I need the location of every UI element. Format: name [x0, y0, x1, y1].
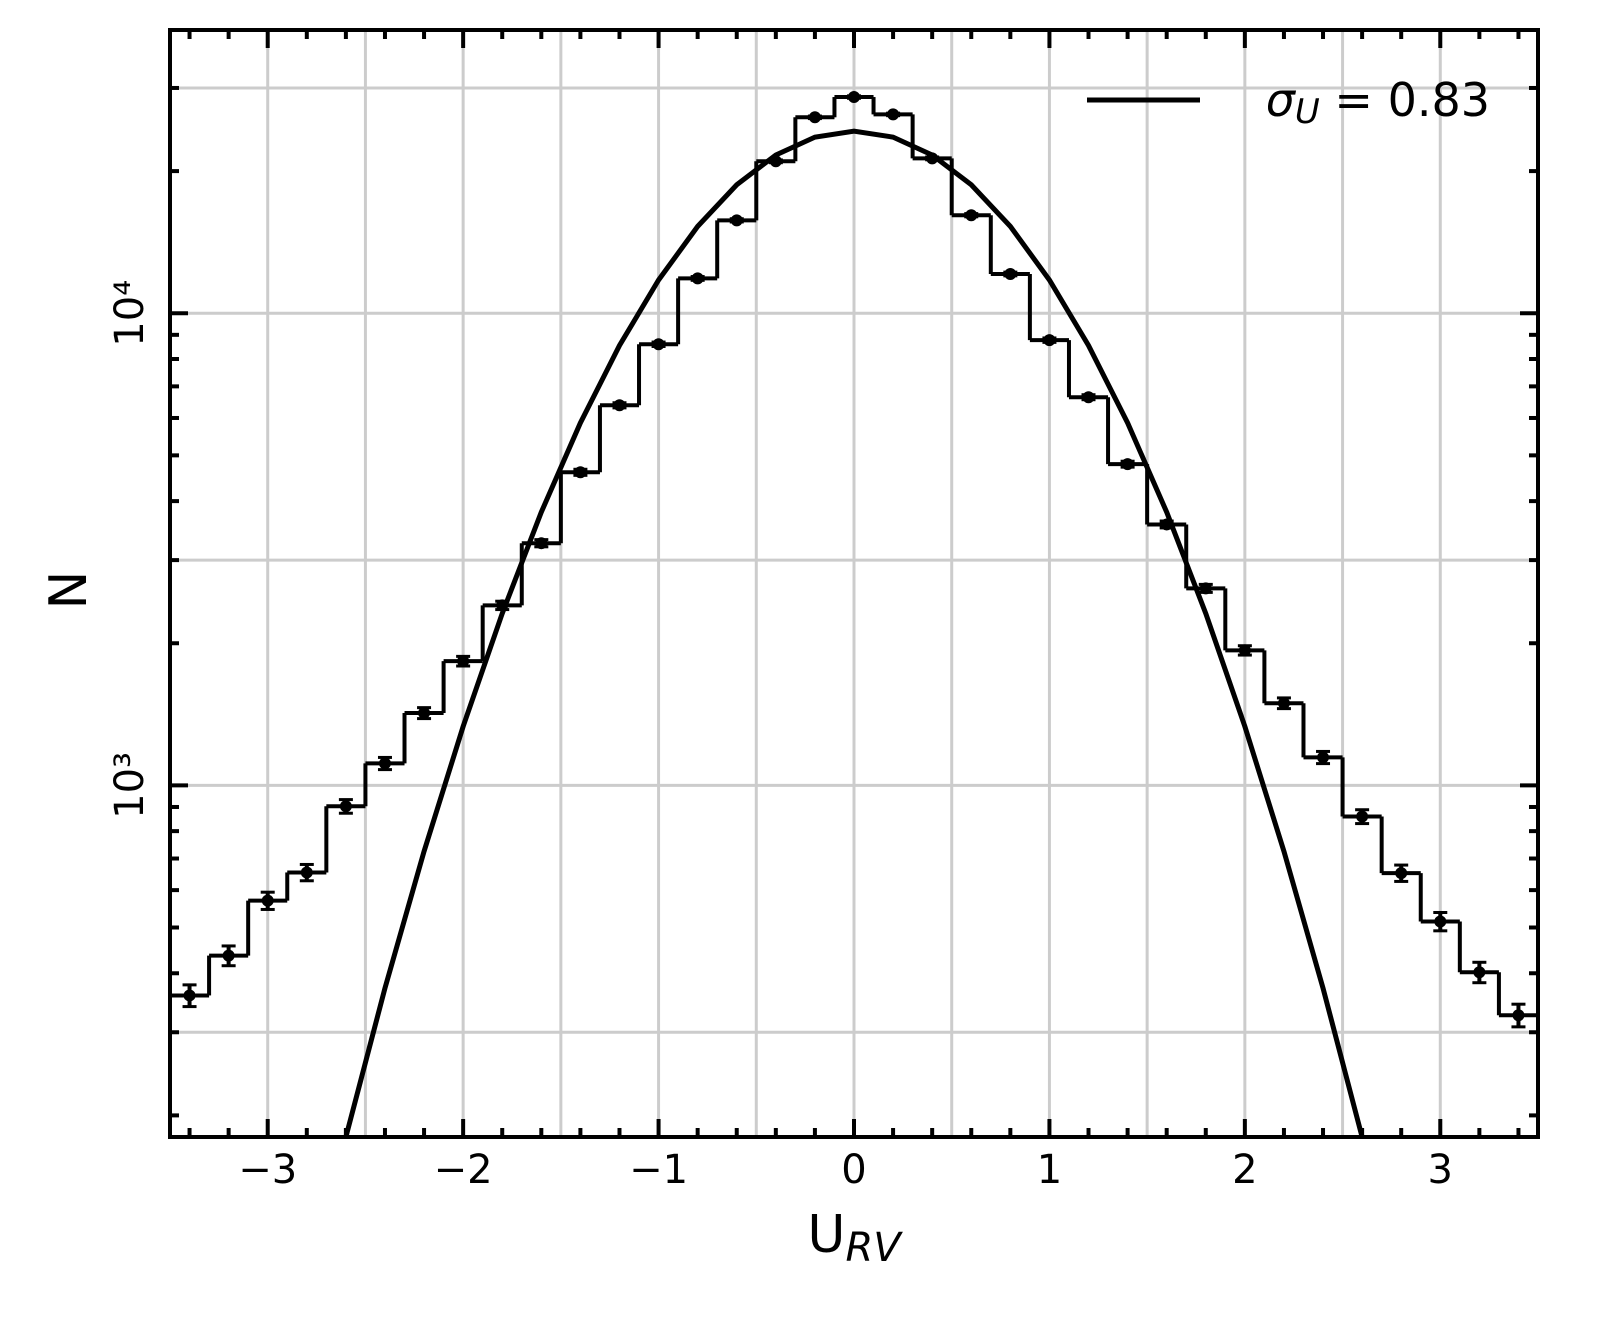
data-point	[965, 209, 978, 222]
fit-line	[343, 128, 1365, 1138]
plot-area	[170, 91, 1538, 1138]
x-tick-label: 0	[841, 1147, 866, 1193]
y-axis-label: N	[39, 571, 99, 610]
data-point	[1082, 391, 1095, 404]
data-point	[1004, 267, 1017, 280]
data-point	[1473, 966, 1486, 979]
x-tick-label: 1	[1037, 1147, 1062, 1193]
data-point	[1356, 810, 1369, 823]
y-tick-label: 10³	[107, 752, 153, 819]
x-tick-label: 3	[1428, 1147, 1453, 1193]
data-point	[535, 537, 548, 550]
data-point	[339, 800, 352, 813]
x-tick-label: −2	[434, 1147, 493, 1193]
data-point	[378, 757, 391, 770]
data-point	[691, 272, 704, 285]
data-point	[222, 949, 235, 962]
data-point	[1395, 867, 1408, 880]
data-point	[1434, 915, 1447, 928]
data-point	[808, 111, 821, 124]
x-axis-label: URV	[807, 1205, 903, 1271]
data-point	[848, 91, 860, 104]
data-point	[1043, 334, 1056, 347]
data-point	[613, 399, 626, 412]
data-point	[1238, 644, 1251, 657]
data-point	[1277, 697, 1290, 710]
data-point	[574, 466, 587, 479]
grid	[170, 30, 1538, 1137]
legend-label: σU = 0.83	[1266, 73, 1490, 132]
data-point	[652, 338, 665, 351]
data-point	[300, 866, 313, 879]
x-tick-label: 2	[1232, 1147, 1257, 1193]
data-point	[1512, 1009, 1525, 1022]
x-tick-label: −3	[238, 1147, 297, 1193]
data-point	[261, 894, 274, 907]
y-tick-label: 10⁴	[107, 280, 153, 347]
data-point	[418, 707, 431, 720]
data-point	[730, 214, 743, 227]
data-point	[887, 108, 900, 121]
data-point	[457, 655, 470, 668]
data-point	[1199, 582, 1212, 595]
data-point	[1121, 458, 1134, 471]
data-point	[183, 989, 196, 1002]
x-tick-label: −1	[629, 1147, 688, 1193]
data-point	[1317, 751, 1330, 764]
